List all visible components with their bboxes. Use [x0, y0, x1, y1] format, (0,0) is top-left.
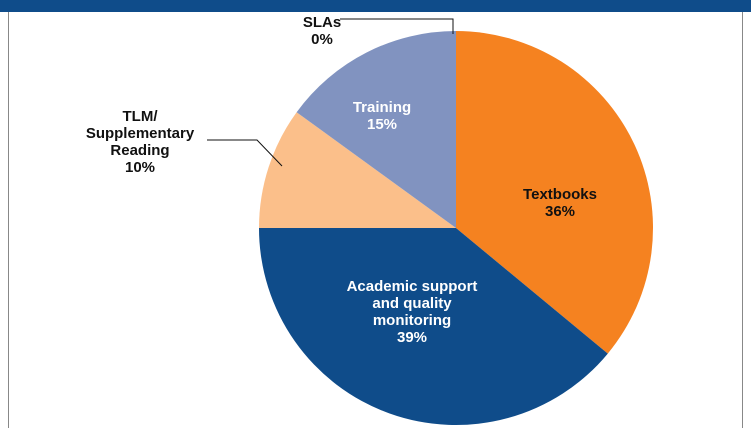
value-label: 0%: [311, 31, 333, 48]
pie-slice: [259, 228, 608, 426]
value-label: 39%: [396, 329, 428, 346]
value-label: 36%: [544, 203, 576, 220]
pie-slice: [259, 112, 456, 228]
value-label: 15%: [366, 116, 398, 133]
pie: [259, 31, 653, 426]
category-name: SLAs: [302, 14, 342, 31]
slice-label: SLAs 0%: [303, 14, 341, 48]
title-bar: [0, 0, 751, 12]
category-name: Training: [352, 99, 412, 116]
leader-line: [207, 139, 283, 167]
category-name: Academic support and quality monitoring: [346, 278, 478, 329]
category-name: TLM/ Supplementary Reading: [85, 108, 195, 159]
leader-line: [340, 18, 454, 34]
category-name: Textbooks: [523, 186, 597, 203]
slice-label: Academic support and quality monitoring 3…: [347, 278, 478, 346]
slice-label: Training 15%: [353, 99, 411, 133]
pie-slice: [456, 31, 653, 354]
slice-label: Textbooks 36%: [523, 186, 597, 220]
slice-label: TLM/ Supplementary Reading 10%: [86, 108, 194, 176]
pie-slice: [296, 31, 456, 228]
value-label: 10%: [124, 159, 156, 176]
